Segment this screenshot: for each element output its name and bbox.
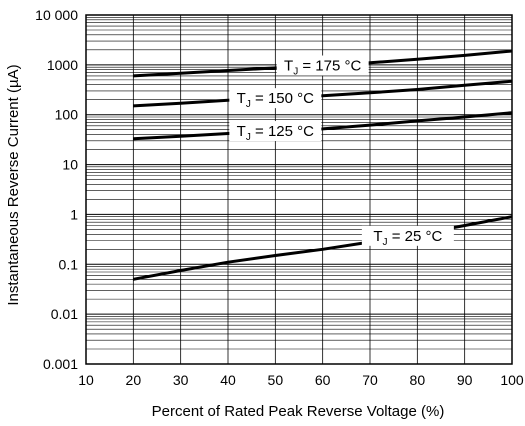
x-tick-label: 80 — [410, 372, 426, 388]
plot-frame — [85, 14, 513, 365]
x-tick-label: 70 — [362, 372, 378, 388]
x-tick-label: 90 — [457, 372, 473, 388]
series-label-background — [229, 88, 322, 109]
series-label-background — [361, 225, 454, 246]
series-label-background — [276, 55, 369, 76]
y-tick-label: 1000 — [47, 57, 78, 73]
x-tick-label: 50 — [268, 372, 284, 388]
series-label: TJ = 125 °C — [237, 123, 314, 143]
y-tick-label: 0.1 — [59, 256, 79, 272]
series-label-background — [229, 121, 322, 142]
y-axis-title: Instantaneous Reverse Current (µA) — [5, 64, 22, 305]
series-label: TJ = 150 °C — [237, 90, 314, 110]
y-tick-label: 0.01 — [51, 306, 78, 322]
y-tick-labels: 10 000 1000 100 10 1 0.1 0.01 0.001 — [35, 7, 78, 372]
y-tick-label: 10 000 — [35, 7, 78, 23]
series-label: TJ = 25 °C — [373, 228, 442, 248]
y-tick-label: 1 — [70, 206, 78, 222]
x-tick-label: 60 — [315, 372, 331, 388]
x-tick-label: 20 — [126, 372, 142, 388]
x-tick-label: 100 — [500, 372, 524, 388]
series-label: TJ = 175 °C — [284, 58, 361, 78]
series-line — [133, 79, 513, 108]
x-tick-labels: 10 20 30 40 50 60 70 80 90 100 — [78, 372, 524, 388]
x-tick-label: 30 — [173, 372, 189, 388]
x-tick-label: 40 — [220, 372, 236, 388]
y-tick-label: 10 — [62, 157, 78, 173]
y-tick-label: 0.001 — [43, 356, 78, 372]
series-line — [133, 111, 513, 141]
x-axis-title: Percent of Rated Peak Reverse Voltage (%… — [152, 403, 445, 420]
curve-labels: TJ = 175 °C TJ = 150 °C TJ = 125 °C TJ = 25… — [229, 55, 454, 248]
x-tick-label: 10 — [78, 372, 94, 388]
y-tick-label: 100 — [55, 107, 79, 123]
